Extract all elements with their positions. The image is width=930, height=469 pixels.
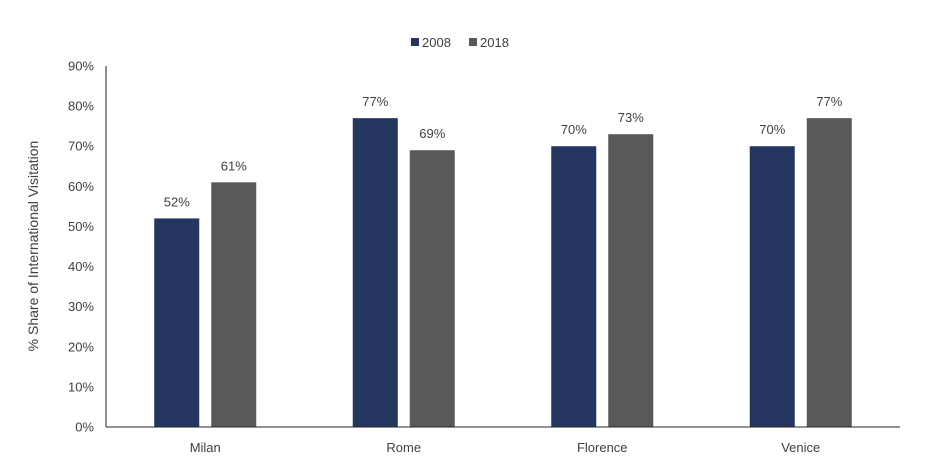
x-axis: Milan Rome Florence Venice [106,426,900,455]
y-tick-label: 30% [68,299,94,314]
y-tick-label: 10% [68,379,94,394]
bar-2018-rome [409,150,455,427]
y-tick-label: 50% [68,219,94,234]
bar-2008-rome [352,118,398,428]
y-tick-label: 0% [75,420,94,435]
bar-2008-milan [154,218,200,427]
data-label: 70% [759,122,785,137]
data-label: 70% [561,122,587,137]
y-tick-label: 80% [68,99,94,114]
data-label: 52% [164,194,190,209]
bars: 52% 77% 70% 70% 61% 69% 73% 77% [154,94,852,428]
bar-2018-venice [806,118,852,428]
y-axis-title: % Share of International Visitation [25,141,41,352]
x-tick-label: Rome [386,440,421,455]
data-label: 73% [618,110,644,125]
y-tick-label: 70% [68,139,94,154]
data-label: 69% [419,126,445,141]
x-tick-label: Venice [781,440,820,455]
data-label: 77% [816,94,842,109]
y-tick-label: 40% [68,259,94,274]
bar-2018-florence [608,134,654,427]
bar-2018-milan [211,182,257,427]
legend-swatch-2018 [469,38,477,46]
legend: 2008 2018 [411,35,509,50]
legend-label: 2008 [422,35,451,50]
y-tick-label: 60% [68,179,94,194]
data-label: 77% [362,94,388,109]
x-tick-label: Florence [577,440,628,455]
data-label: 61% [221,158,247,173]
legend-label: 2018 [480,35,509,50]
y-axis: 0% 10% 20% 30% 40% 50% 60% 70% 80% 90% [68,59,107,435]
bar-2008-venice [749,146,795,427]
y-tick-label: 20% [68,339,94,354]
legend-swatch-2008 [411,38,419,46]
y-tick-label: 90% [68,59,94,74]
x-tick-label: Milan [190,440,221,455]
bar-2008-florence [551,146,597,427]
